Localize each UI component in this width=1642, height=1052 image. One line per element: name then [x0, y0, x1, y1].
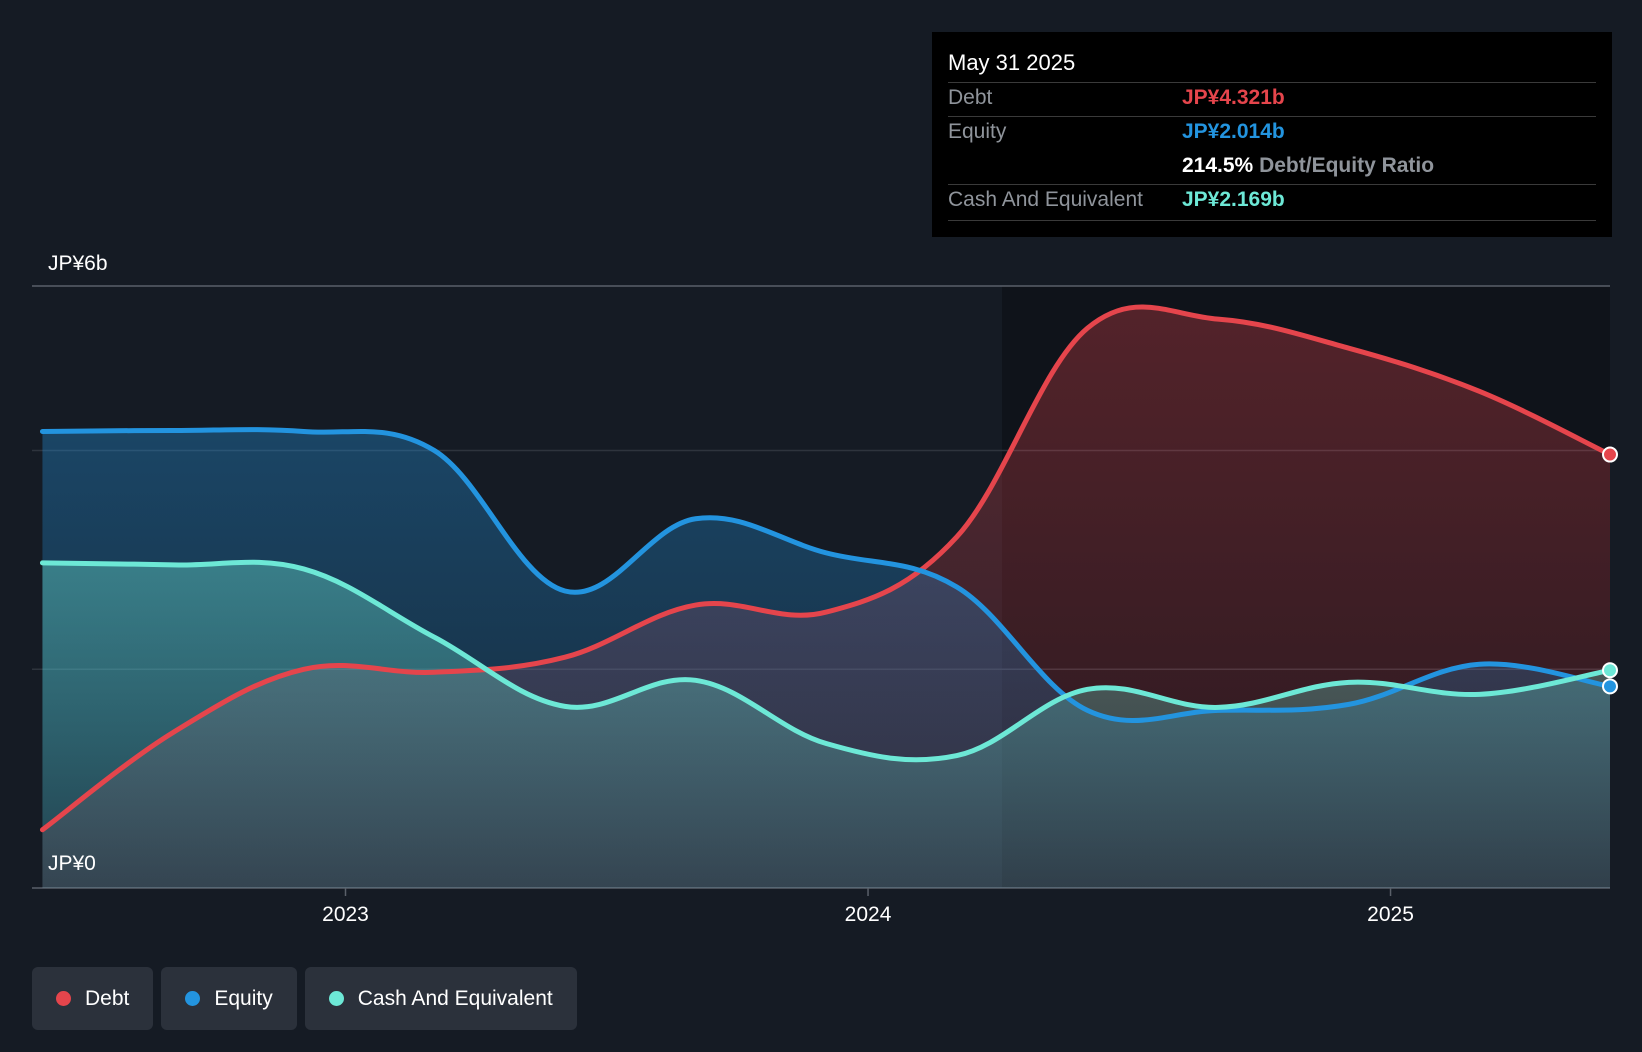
tooltip-divider	[948, 82, 1596, 83]
debt-end-point[interactable]	[1602, 446, 1618, 463]
tooltip-panel: May 31 2025 Debt JP¥4.321b Equity JP¥2.0…	[932, 32, 1612, 237]
x-tick-label: 2024	[845, 903, 892, 926]
legend-cash-label: Cash And Equivalent	[357, 986, 553, 1010]
cash-line	[39, 559, 1613, 763]
tooltip-debt-label: Debt	[948, 86, 993, 109]
legend-item-equity[interactable]: Equity	[161, 967, 297, 1030]
tooltip-divider	[948, 220, 1596, 221]
debt-line	[39, 304, 1613, 833]
tooltip-divider	[948, 184, 1596, 185]
tooltip-cash-value: JP¥2.169b	[1182, 188, 1285, 211]
equity-dot-icon	[185, 991, 201, 1006]
tooltip-equity-label: Equity	[948, 120, 1007, 143]
tooltip-equity-value: JP¥2.014b	[1182, 120, 1285, 143]
legend-equity-label: Equity	[214, 986, 273, 1010]
equity-end-point[interactable]	[1602, 678, 1618, 695]
cash-area	[42, 562, 1611, 888]
legend-item-debt[interactable]: Debt	[32, 967, 154, 1030]
equity-line	[39, 427, 1613, 724]
y-axis-bottom-label: JP¥0	[48, 852, 96, 875]
cash-end-point[interactable]	[1602, 662, 1618, 679]
tooltip-ratio-value: 214.5%	[1182, 154, 1254, 177]
tooltip-date: May 31 2025	[948, 50, 1076, 75]
debt-dot-icon	[56, 991, 71, 1006]
legend-debt-label: Debt	[85, 986, 130, 1010]
legend-item-cash[interactable]: Cash And Equivalent	[304, 967, 577, 1030]
tooltip-debt-value: JP¥4.321b	[1182, 86, 1285, 109]
tooltip-ratio-label: Debt/Equity Ratio	[1259, 154, 1435, 177]
x-tick-label: 2023	[322, 903, 369, 926]
tooltip-divider	[948, 116, 1596, 117]
legend: Debt Equity Cash And Equivalent	[32, 967, 577, 1030]
tooltip-cash-label: Cash And Equivalent	[948, 188, 1143, 211]
tooltip-ratio: 214.5% Debt/Equity Ratio	[1182, 154, 1434, 178]
x-tick-label: 2025	[1367, 903, 1414, 926]
cash-dot-icon	[328, 991, 344, 1006]
y-axis-top-label: JP¥6b	[48, 252, 108, 275]
